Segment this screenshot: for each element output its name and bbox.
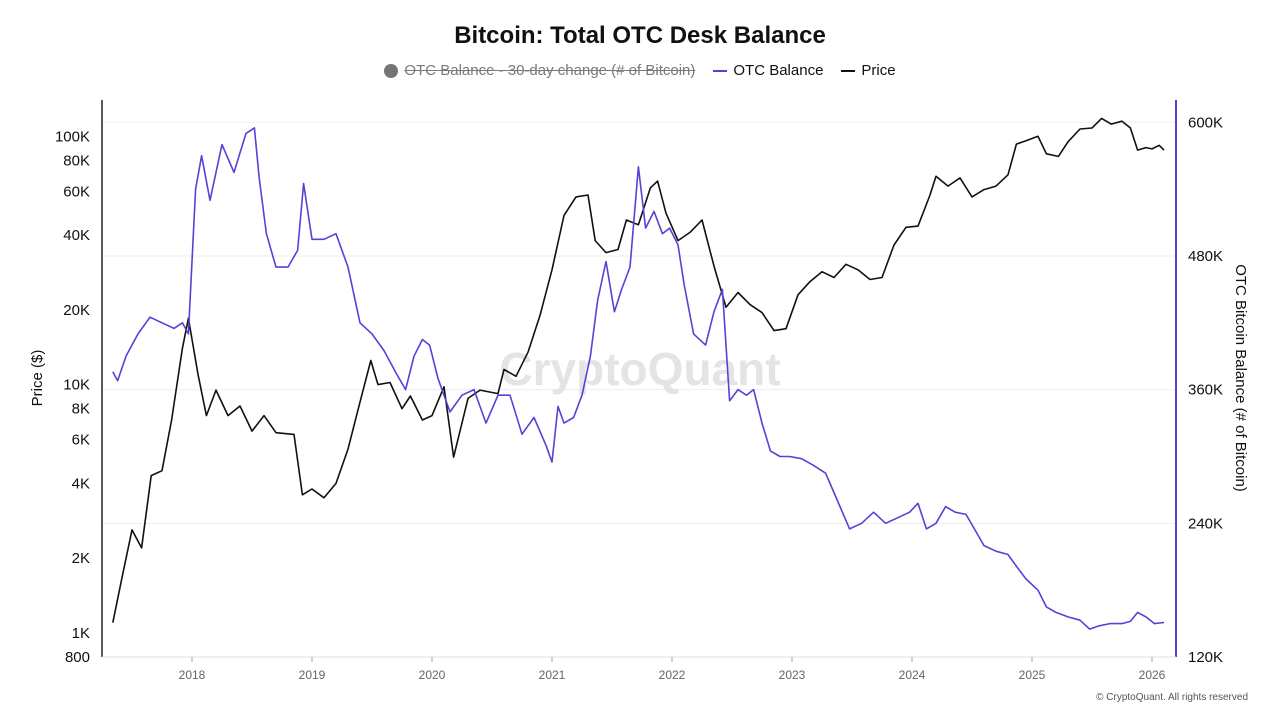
x-tick-label: 2023 <box>779 668 806 682</box>
y-right-tick-label: 600K <box>1188 114 1223 131</box>
y-left-tick-label: 60K <box>63 183 90 200</box>
x-tick-label: 2026 <box>1139 668 1166 682</box>
series-line-otc-balance <box>112 127 1165 630</box>
y-left-tick-label: 40K <box>63 227 90 244</box>
x-tick-label: 2022 <box>659 668 686 682</box>
legend: OTC Balance - 30-day change (# of Bitcoi… <box>0 62 1280 79</box>
x-tick-label: 2021 <box>539 668 566 682</box>
y-right-tick-label: 480K <box>1188 248 1223 265</box>
copyright-notice: © CryptoQuant. All rights reserved <box>1096 692 1248 703</box>
x-tick-label: 2019 <box>299 668 326 682</box>
axes-layer: 2018 2019 2020 2021 2022 2023 2024 2025 2026 1K 2K… <box>55 100 1223 682</box>
legend-label: OTC Balance - 30-day change (# of Bitcoi… <box>404 62 696 79</box>
legend-item-price[interactable]: Price <box>841 62 896 79</box>
y-right-tick-label: 120K <box>1188 649 1223 666</box>
legend-item-otc-balance[interactable]: OTC Balance <box>713 62 823 79</box>
y-right-tick-label: 360K <box>1188 382 1223 399</box>
y-axis-label-left: Price ($) <box>29 350 46 407</box>
chart-title: Bitcoin: Total OTC Desk Balance <box>454 22 826 49</box>
y-left-tick-label: 20K <box>63 302 90 319</box>
y-left-tick-label: 4K <box>72 475 90 492</box>
legend-item-otc-30day-change[interactable]: OTC Balance - 30-day change (# of Bitcoi… <box>384 62 695 79</box>
series-layer <box>112 117 1165 630</box>
y-left-tick-label: 80K <box>63 152 90 169</box>
y-left-tick-label: 100K <box>55 128 90 145</box>
y-axis-label-right: OTC Bitcoin Balance (# of Bitcoin) <box>1232 264 1249 492</box>
legend-line-icon <box>713 69 728 72</box>
y-right-tick-label: 240K <box>1188 515 1223 532</box>
grid-layer <box>102 121 1176 524</box>
series-line-price <box>112 117 1165 623</box>
y-left-tick-label: 10K <box>63 377 90 394</box>
x-tick-label: 2020 <box>419 668 446 682</box>
legend-label: OTC Balance <box>733 62 824 79</box>
legend-line-icon <box>841 69 856 72</box>
y-left-tick-label: 8K <box>72 401 90 418</box>
legend-label: Price <box>861 62 896 79</box>
x-tick-label: 2024 <box>899 668 926 682</box>
y-left-tick-label: 6K <box>72 432 90 449</box>
watermark: CryptoQuant <box>499 343 780 395</box>
y-left-tick-label: 2K <box>72 550 90 567</box>
legend-dot-icon <box>384 63 399 78</box>
x-tick-label: 2025 <box>1019 668 1046 682</box>
y-left-tick-label: 800 <box>65 649 90 666</box>
y-left-tick-label: 1K <box>72 625 90 642</box>
x-tick-label: 2018 <box>179 668 206 682</box>
